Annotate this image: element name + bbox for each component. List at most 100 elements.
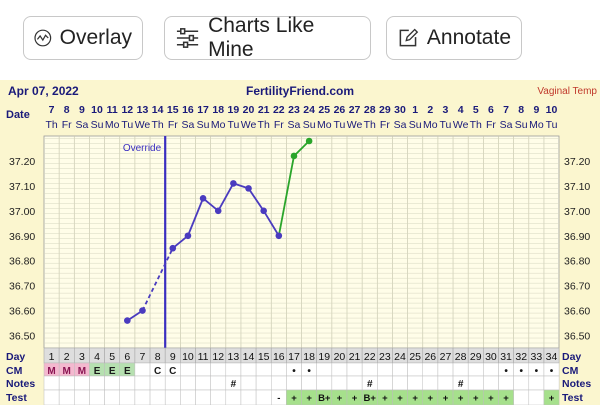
test-value: + [428, 393, 434, 404]
cm-cell [377, 362, 393, 377]
date-label: 8 [518, 104, 524, 116]
test-value: + [382, 393, 388, 404]
test-cell [104, 389, 120, 405]
date-label: 27 [349, 104, 361, 116]
date-label: 10 [546, 104, 558, 116]
day-number: 20 [334, 351, 346, 363]
day-number: 22 [364, 351, 376, 363]
test-cell [43, 389, 60, 405]
test-cell [89, 389, 105, 405]
notes-row-label: Notes [6, 378, 35, 390]
temp-point [290, 152, 298, 160]
cm-value: C [154, 366, 161, 377]
weekday-label: Mo [317, 119, 332, 131]
weekday-label: Fr [380, 119, 390, 131]
weekday-label: We [453, 119, 469, 131]
test-value: + [443, 393, 449, 404]
notes-cell [407, 375, 424, 391]
notes-cell [119, 375, 136, 391]
weekday-label: Su [303, 119, 316, 131]
test-value: + [291, 393, 297, 404]
y-tick-left: 36.60 [9, 306, 35, 318]
cm-value: E [124, 366, 131, 377]
day-number: 11 [198, 351, 209, 363]
series-segment [293, 140, 310, 157]
test-cell [149, 389, 166, 405]
day-number: 5 [109, 351, 115, 363]
day-number: 34 [546, 351, 558, 363]
note-mark: # [367, 379, 373, 390]
test-value: + [488, 393, 494, 404]
notes-cell [89, 375, 105, 391]
annotate-label: Annotate [426, 26, 511, 49]
test-cell [210, 389, 227, 405]
day-number: 32 [515, 351, 527, 363]
date-label: 12 [121, 104, 133, 116]
day-number: 29 [470, 351, 482, 363]
site-name: FertilityFriend.com [246, 84, 354, 98]
cm-value: M [78, 366, 86, 377]
test-value: + [458, 393, 464, 404]
notes-cell [392, 375, 408, 391]
notes-cell [422, 375, 439, 391]
temp-point [169, 244, 177, 252]
series-segment [187, 198, 204, 237]
day-number: 24 [394, 351, 406, 363]
test-value: - [277, 393, 280, 404]
weekday-label: Mo [105, 119, 120, 131]
day-number: 30 [485, 351, 497, 363]
date-label: 15 [167, 104, 179, 116]
temperature-series [124, 137, 313, 324]
test-value: B+ [364, 393, 377, 404]
date-label: 8 [64, 104, 70, 116]
cm-row-label-right: CM [562, 365, 579, 377]
date-label: 6 [488, 104, 494, 116]
annotate-button[interactable]: Annotate [386, 16, 522, 60]
test-cell [543, 389, 560, 405]
notes-row-label-right: Notes [562, 378, 591, 390]
weekday-label: Th [45, 119, 57, 131]
cm-cell [316, 362, 333, 377]
cm-cell [361, 362, 378, 377]
notes-cell [210, 375, 227, 391]
day-number: 33 [531, 351, 543, 363]
weekday-label: We [347, 119, 363, 131]
notes-cell [528, 375, 545, 391]
day-number: 26 [424, 351, 436, 363]
note-mark: # [458, 379, 464, 390]
weekday-label: Su [197, 119, 210, 131]
weekday-label: Tu [333, 119, 345, 131]
cm-value: • [292, 366, 296, 377]
test-value: + [473, 393, 479, 404]
y-tick-right: 37.00 [564, 206, 590, 218]
weekday-label: We [135, 119, 151, 131]
test-value: + [397, 393, 403, 404]
cm-value: E [94, 366, 101, 377]
cm-cell [134, 362, 151, 377]
test-cell [513, 389, 530, 405]
y-tick-right: 36.60 [564, 306, 590, 318]
test-cell [180, 389, 196, 405]
overlay-button[interactable]: Overlay [23, 16, 143, 60]
weekday-label: Su [515, 119, 528, 131]
cm-value: • [550, 366, 554, 377]
notes-cell [43, 375, 60, 391]
y-tick-right: 36.70 [564, 281, 590, 293]
day-number: 6 [124, 351, 130, 363]
cm-cell [452, 362, 469, 377]
weekday-label: Sa [394, 119, 407, 131]
series-segment [277, 155, 295, 236]
cm-cell [346, 362, 363, 377]
day-number: 13 [228, 351, 240, 363]
temp-point [245, 185, 252, 192]
notes-cell [467, 375, 484, 391]
charts-like-mine-button[interactable]: Charts Like Mine [164, 14, 371, 61]
grid-lines [44, 136, 560, 349]
cm-value: M [47, 366, 55, 377]
day-number: 2 [64, 351, 70, 363]
day-number: 17 [288, 351, 300, 363]
date-row-label: Date [6, 109, 30, 121]
date-label: 22 [273, 104, 285, 116]
notes-cell [149, 375, 166, 391]
notes-cell [134, 375, 151, 391]
